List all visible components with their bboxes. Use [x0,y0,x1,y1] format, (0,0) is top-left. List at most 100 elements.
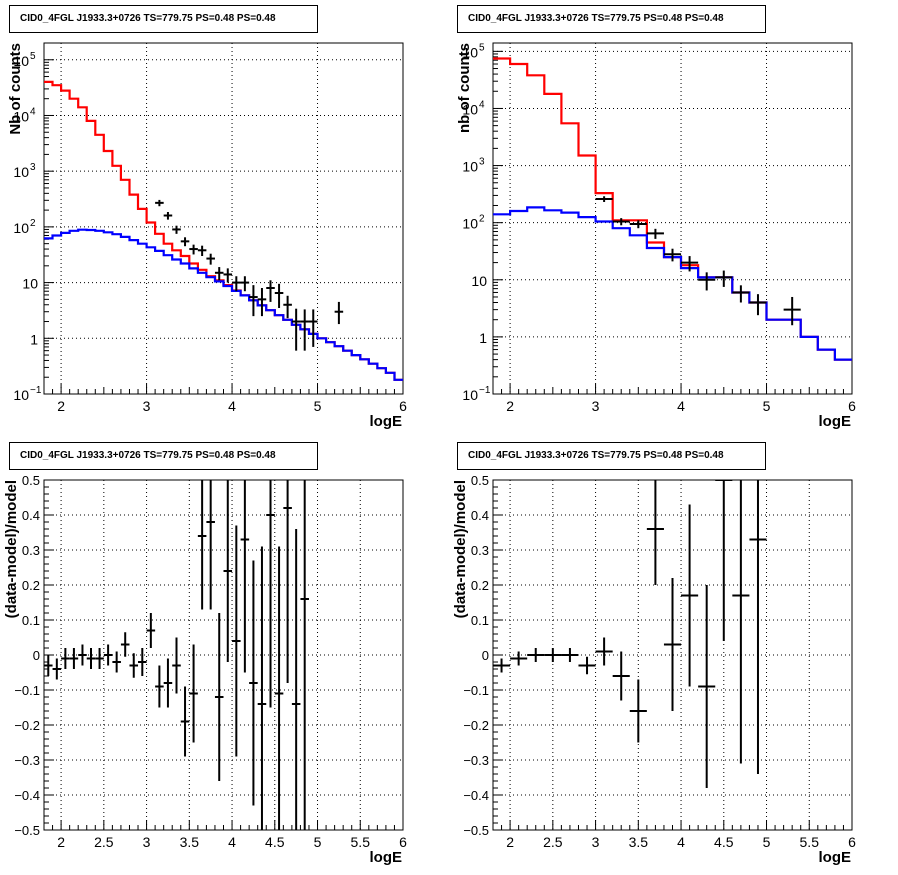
x-axis-title: logE [370,849,403,866]
x-tick-label: 4 [228,398,236,414]
data-point [206,253,215,265]
axis-ticks [492,50,853,395]
data-point [732,285,750,303]
y-tick-label: 10 [13,220,29,236]
data-point [715,270,733,287]
y-tick-label: 0.5 [22,473,40,488]
y-tick-label: 10 [13,53,29,69]
plot-frame [43,42,404,395]
residual-point [698,585,716,788]
residual-point [595,637,613,666]
data-point [214,267,224,281]
residual-point [120,632,130,657]
residual-point [180,686,190,757]
x-tick-labels: 2 2.5 3 3.5 4 4.5 5 5.5 6 [57,834,407,850]
residual-point [257,546,267,830]
y-tick-label: 10 [462,387,478,403]
y-tick-label-exponent: 4 [30,106,36,117]
y-tick-label: −0.5 [14,823,40,838]
y-tick-label: 0.1 [22,613,40,628]
x-tick-label: 5 [763,398,771,414]
residual-point [544,648,562,662]
residual-point [189,644,198,743]
y-tick-label: 0.3 [22,543,40,558]
y-tick-label: 10 [13,164,29,180]
axis-ticks [492,479,853,831]
y-tick-label: −0.2 [14,718,40,733]
y-tick-label-exponent: 2 [30,218,36,229]
x-axis-title: logE [819,413,852,430]
x-tick-label: 6 [848,398,856,414]
y-tick-label: −0.5 [463,823,489,838]
y-tick-label: −0.1 [14,683,40,698]
residual-point [197,480,207,610]
residual-point [578,656,596,675]
residual-point [103,644,113,666]
panel-title-2: CID0_4FGL J1933.3+0726 TS=779.75 PS=0.48… [457,5,766,33]
y-tick-label: 1 [30,331,38,347]
y-tick-label: 10 [13,108,29,124]
residual-point [138,648,147,676]
gridlines [493,43,853,395]
y-tick-label: −0.4 [14,788,40,803]
y-tick-label: 10 [462,101,478,117]
residual-point [561,648,579,662]
residual-point [663,578,682,711]
x-tick-label: 2.5 [543,834,563,850]
residual-point [112,651,121,673]
x-tick-labels: 2 3 4 5 6 [506,398,856,414]
x-tick-labels: 2 2.5 3 3.5 4 4.5 5 5.5 6 [506,834,856,850]
panel-title-1: CID0_4FGL J1933.3+0726 TS=779.75 PS=0.48… [9,5,318,33]
x-axis-title: logE [819,849,852,866]
data-point [308,309,318,347]
y-tick-label-exponent: 2 [479,214,485,225]
x-tick-label: 5.5 [351,834,371,850]
panel-title-3: CID0_4FGL J1933.3+0726 TS=779.75 PS=0.48… [9,442,318,470]
gridlines [44,43,404,395]
residual-point [266,480,275,708]
residual-point [163,658,173,708]
plot-frame [492,42,853,395]
y-tick-label: −0.1 [463,683,489,698]
x-tick-label: 4.5 [265,834,285,850]
data-point [274,283,284,308]
data-point [595,196,613,203]
axis-ticks [43,42,404,395]
panel-3: 2 2.5 3 3.5 4 4.5 5 5.5 6 −0.5 −0.4 −0.3 −0.2 −0.1 0 0.… [3,473,407,866]
x-tick-label: 3 [143,834,151,850]
y-tick-label: 0 [33,648,40,663]
plot-frame [43,479,404,831]
x-tick-label: 6 [399,834,407,850]
data-point [612,218,630,226]
series-line-total-model [493,57,852,361]
data-point [334,301,344,325]
y-tick-labels: −0.5 −0.4 −0.3 −0.2 −0.1 0 0.1 0.2 0.3 0.4 0.5 [463,473,489,838]
x-tick-label: 3 [143,398,151,414]
data-point [180,237,190,247]
y-tick-label-exponent: 3 [479,157,485,168]
y-tick-label: 0.4 [22,508,40,523]
y-tick-label: 0.1 [471,613,489,628]
x-tick-label: 2 [506,834,514,850]
y-tick-label: −0.3 [14,753,40,768]
residual-point [223,480,233,662]
data-point [172,225,181,234]
gridlines [44,479,404,831]
x-tick-label: 4 [677,834,685,850]
y-tick-label: 0.4 [471,508,489,523]
data-layer [44,80,403,381]
residual-point [52,658,62,680]
x-tick-labels: 2 3 4 5 6 [57,398,407,414]
y-tick-label: 10 [462,216,478,232]
y-axis-title: Nb of counts [7,43,24,135]
y-tick-label: 10 [462,44,478,60]
data-point [283,295,292,319]
y-tick-label-exponent: 3 [30,162,36,173]
x-axis-title: logE [370,413,403,430]
y-tick-label: −0.2 [463,718,489,733]
residual-point [510,651,528,666]
residual-point [240,480,250,673]
data-point [749,294,767,316]
residual-point [681,504,699,687]
x-tick-label: 3.5 [180,834,200,850]
